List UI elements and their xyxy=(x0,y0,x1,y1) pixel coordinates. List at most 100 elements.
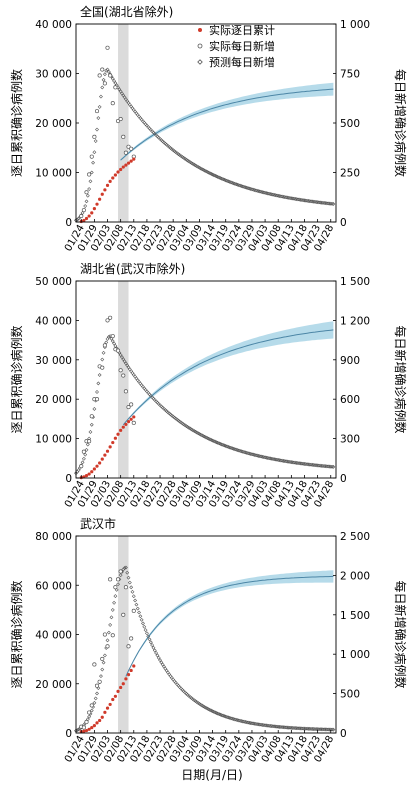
predicted-daily-point xyxy=(285,725,290,730)
predicted-daily-point xyxy=(253,722,258,726)
actual-daily-point xyxy=(102,81,107,86)
actual-cumulative-point xyxy=(121,165,125,169)
predicted-daily-point xyxy=(84,199,89,204)
actual-daily-point xyxy=(118,569,123,574)
actual-daily-point xyxy=(115,348,121,353)
predicted-daily-point xyxy=(297,197,302,202)
predicted-daily-point xyxy=(105,67,110,72)
actual-cumulative-point xyxy=(92,467,96,471)
predicted-daily-point xyxy=(123,565,128,570)
legend-marker-cumulative xyxy=(198,28,202,32)
predicted-daily-point xyxy=(327,464,332,469)
actual-daily-point xyxy=(87,439,92,444)
actual-daily-point xyxy=(97,679,102,684)
predicted-daily-point xyxy=(309,199,313,204)
left-y-tick-label: 20 000 xyxy=(35,118,72,130)
predicted-daily-point xyxy=(310,727,315,731)
right-y-tick-label: 500 xyxy=(340,689,360,701)
right-y-axis-label: 每日新增确诊病例数 xyxy=(393,69,408,177)
actual-cumulative-point xyxy=(95,464,99,468)
legend-label: 实际每日新增 xyxy=(209,39,275,53)
right-y-tick-label: 500 xyxy=(340,118,360,130)
predicted-daily-point xyxy=(268,456,273,461)
predicted-daily-point xyxy=(299,198,304,202)
actual-cumulative-point xyxy=(90,211,94,215)
predicted-daily-point xyxy=(148,640,153,645)
predicted-daily-point xyxy=(89,422,94,427)
actual-cumulative-point xyxy=(98,718,102,723)
actual-daily-point xyxy=(87,172,92,177)
plot-area xyxy=(76,536,336,733)
actual-daily-point xyxy=(126,144,131,149)
predicted-daily-point xyxy=(311,463,316,467)
actual-cumulative-point xyxy=(90,725,94,730)
predicted-daily-point xyxy=(297,461,302,466)
actual-daily-point xyxy=(84,719,89,725)
x-axis-label: 日期(月/日) xyxy=(181,768,242,782)
predicted-daily-point xyxy=(151,645,156,650)
predicted-daily-point xyxy=(326,464,331,469)
actual-daily-point xyxy=(79,214,84,219)
predicted-daily-point xyxy=(289,196,294,201)
predicted-daily-point xyxy=(314,727,319,732)
predicted-daily-point xyxy=(281,725,286,730)
predicted-daily-point xyxy=(261,723,266,728)
predicted-daily-point xyxy=(271,457,275,461)
left-y-tick-label: 60 000 xyxy=(35,580,72,592)
predicted-daily-point xyxy=(323,727,328,732)
right-y-axis-label: 每日新增确诊病例数 xyxy=(393,580,408,688)
actual-daily-point xyxy=(118,368,123,373)
predicted-daily-point xyxy=(150,643,155,647)
predicted-daily-point xyxy=(112,341,117,346)
predicted-daily-point xyxy=(286,725,291,730)
panel-title: 湖北省(武汉市除外) xyxy=(80,261,185,276)
predicted-daily-point xyxy=(319,200,324,205)
actual-daily-point xyxy=(110,101,115,106)
actual-cumulative-point xyxy=(129,417,133,421)
shaded-period xyxy=(118,24,129,222)
actual-daily-point xyxy=(94,683,100,688)
predicted-daily-point xyxy=(259,722,264,727)
predicted-daily-point xyxy=(307,462,312,467)
actual-daily-point xyxy=(102,632,107,637)
left-y-axis-label: 逐日累积确诊病例数 xyxy=(9,69,24,177)
predicted-daily-point xyxy=(120,355,124,360)
actual-daily-point xyxy=(87,710,92,715)
predicted-daily-point xyxy=(322,201,327,205)
actual-daily-point xyxy=(89,154,94,159)
actual-daily-point xyxy=(105,318,110,323)
actual-cumulative-point xyxy=(126,420,131,424)
predicted-daily-point xyxy=(141,621,145,626)
predicted-daily-point xyxy=(260,723,265,727)
right-y-tick-label: 300 xyxy=(340,434,360,446)
predicted-daily-point xyxy=(146,634,151,639)
predicted-daily-point xyxy=(85,193,90,198)
predicted-daily-point xyxy=(271,724,275,729)
predicted-daily-point xyxy=(326,727,331,732)
actual-cumulative-point xyxy=(111,440,115,445)
predicted-daily-point xyxy=(302,462,307,466)
right-y-axis-label: 每日新增确诊病例数 xyxy=(393,325,408,433)
actual-cumulative-point xyxy=(126,673,131,677)
predicted-daily-point xyxy=(293,460,298,465)
actual-daily-point xyxy=(100,656,105,661)
predicted-daily-point xyxy=(305,462,310,467)
predicted-daily-point xyxy=(278,725,283,729)
predicted-daily-point xyxy=(106,630,111,635)
panel-hubei-excl-wuhan: 0 10 000 20 000 30 000 40 000 50 000 0 300 600 90… xyxy=(9,261,408,509)
left-y-tick-label: 40 000 xyxy=(35,315,72,327)
predicted-daily-point xyxy=(95,127,99,132)
actual-cumulative-point xyxy=(92,207,96,211)
predicted-daily-point xyxy=(139,617,144,622)
predicted-daily-point xyxy=(330,201,334,206)
predicted-daily-point xyxy=(147,637,152,642)
predicted-daily-point xyxy=(295,197,300,202)
actual-daily-point xyxy=(108,577,113,582)
predicted-daily-point xyxy=(292,196,296,201)
right-y-tick-label: 1 500 xyxy=(340,276,370,288)
predicted-daily-point xyxy=(76,727,81,732)
predicted-daily-point xyxy=(281,194,286,199)
left-y-tick-label: 30 000 xyxy=(35,355,72,367)
predicted-daily-point xyxy=(93,139,98,143)
predicted-daily-point xyxy=(284,725,289,730)
